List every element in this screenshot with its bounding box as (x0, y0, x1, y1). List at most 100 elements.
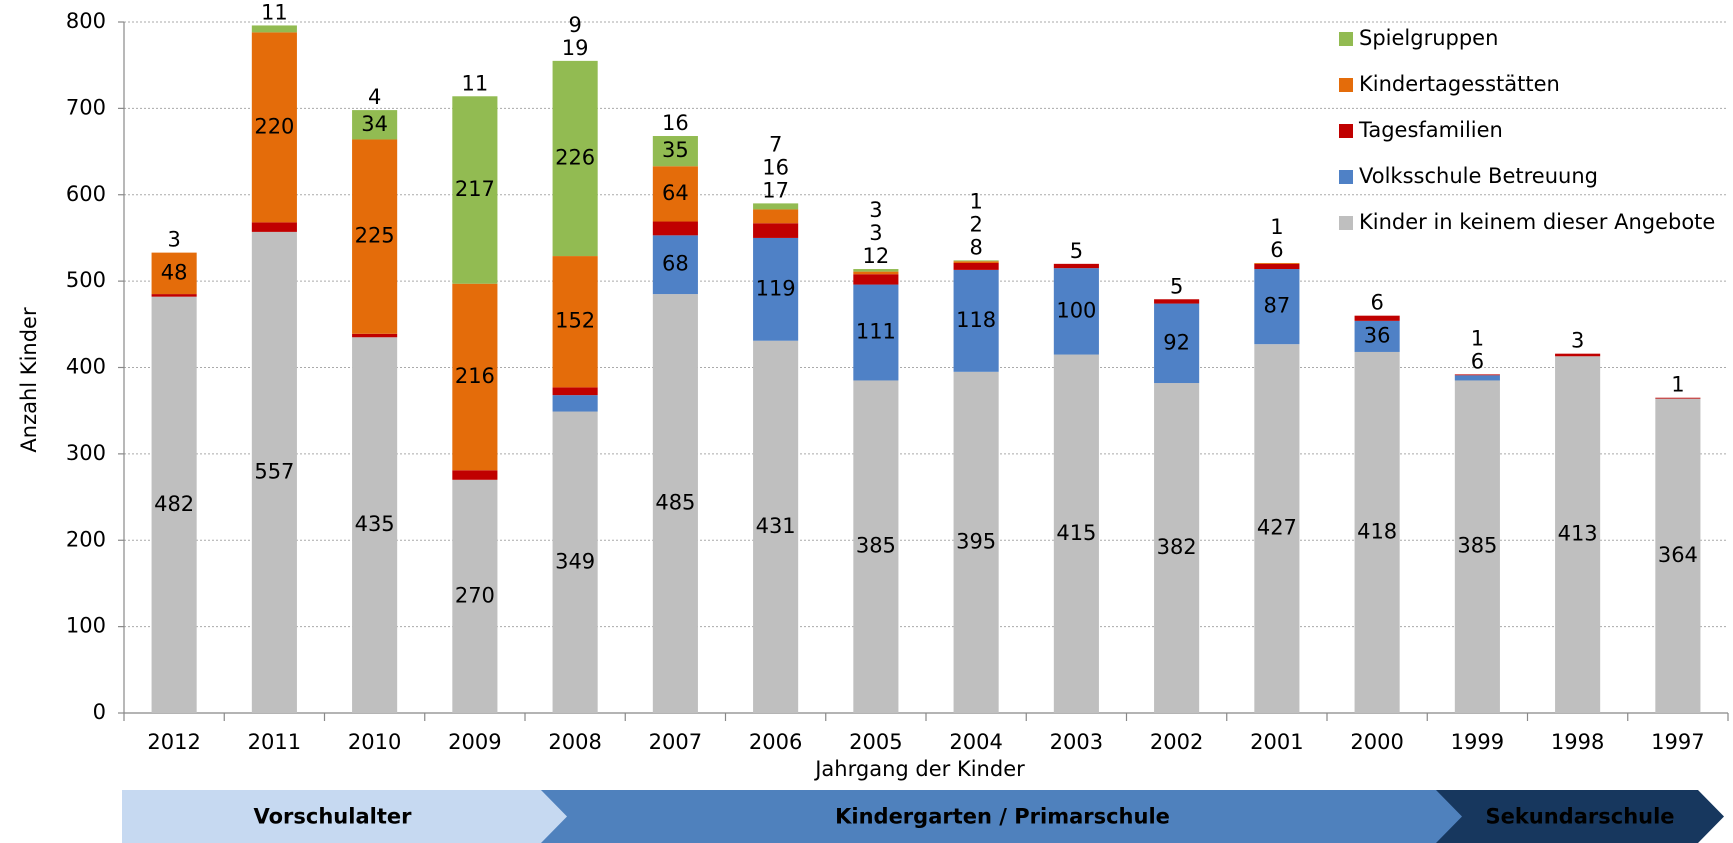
data-label: 12 (863, 244, 890, 268)
bar-segment (652, 235, 698, 295)
bar-segment (753, 223, 799, 238)
data-label: 11 (462, 71, 489, 95)
data-label: 382 (1157, 535, 1197, 559)
data-label: 415 (1056, 521, 1096, 545)
data-label: 217 (455, 177, 495, 201)
x-tick-label: 2000 (1350, 730, 1403, 754)
bar-segment (753, 209, 799, 224)
legend-swatch (1339, 170, 1353, 184)
bar-segment (251, 32, 297, 223)
stage-label: Kindergarten / Primarschule (835, 805, 1170, 829)
data-label: 482 (154, 492, 194, 516)
y-axis-title: Anzahl Kinder (17, 307, 41, 453)
y-tick-label: 800 (66, 9, 106, 33)
x-tick-label: 2008 (548, 730, 601, 754)
bar-segment (652, 221, 698, 236)
bar-segment (352, 337, 398, 713)
data-label: 16 (662, 111, 689, 135)
bar-segment (1354, 315, 1400, 321)
data-label: 385 (1457, 534, 1497, 558)
data-label: 100 (1056, 298, 1096, 322)
data-label: 418 (1357, 519, 1397, 543)
bar-segment (1254, 263, 1300, 270)
data-label: 92 (1163, 330, 1190, 354)
bar-segment (1053, 268, 1099, 355)
legend-swatch (1339, 78, 1353, 92)
bar-segment (1655, 398, 1701, 713)
data-label: 413 (1558, 522, 1598, 546)
x-tick-label: 2002 (1150, 730, 1203, 754)
bar-segment (552, 411, 598, 713)
bar-segment (251, 231, 297, 714)
bar-segment (1555, 356, 1601, 713)
data-label: 3 (1571, 329, 1584, 353)
x-tick-label: 2003 (1050, 730, 1103, 754)
data-label: 16 (762, 155, 789, 179)
bar-segment (552, 395, 598, 412)
x-tick-label: 2001 (1250, 730, 1303, 754)
y-tick-label: 100 (66, 614, 106, 638)
y-tick-label: 600 (66, 182, 106, 206)
bar-segment (652, 136, 698, 167)
bar-segment (452, 470, 498, 480)
bar-segment (151, 252, 197, 295)
data-label: 17 (762, 178, 789, 202)
data-label: 3 (869, 221, 882, 245)
data-label: 431 (756, 514, 796, 538)
data-label: 385 (856, 534, 896, 558)
bar-segment (1254, 344, 1300, 713)
bar-segment (251, 25, 297, 33)
y-tick-label: 700 (66, 95, 106, 119)
y-tick-label: 0 (93, 700, 106, 724)
bar-segment (652, 166, 698, 222)
x-tick-label: 2010 (348, 730, 401, 754)
data-label: 427 (1257, 516, 1297, 540)
x-tick-label: 1999 (1451, 730, 1504, 754)
bar-segment (1154, 383, 1200, 713)
legend-swatch (1339, 32, 1353, 46)
stage-arrow (1436, 790, 1724, 843)
data-label: 34 (361, 112, 388, 136)
bar-segment (753, 237, 799, 341)
bar-segment (552, 60, 598, 257)
bar-segment (853, 269, 899, 272)
data-label: 226 (555, 145, 595, 169)
x-tick-label: 1997 (1651, 730, 1704, 754)
data-label: 68 (662, 252, 689, 276)
x-tick-label: 2005 (849, 730, 902, 754)
x-axis-title: Jahrgang der Kinder (813, 757, 1025, 781)
data-label: 1 (1471, 326, 1484, 350)
bar-segment (452, 96, 498, 284)
data-label: 5 (1170, 274, 1183, 298)
data-label: 1 (1671, 373, 1684, 397)
bar-segment (1655, 397, 1701, 399)
bar-segment (1555, 353, 1601, 357)
bar-segment (1454, 375, 1500, 381)
bar-segment (452, 283, 498, 471)
bar-segment (853, 271, 899, 275)
x-tick-label: 2004 (949, 730, 1002, 754)
bar-segment (652, 294, 698, 713)
bar-segment (1354, 320, 1400, 352)
legend-label: Spielgruppen (1359, 26, 1498, 50)
bar-segment (953, 262, 999, 270)
data-label: 557 (254, 459, 294, 483)
data-label: 364 (1658, 543, 1698, 567)
bar-segment (352, 110, 398, 140)
data-label: 11 (261, 0, 288, 24)
bar-segment (552, 387, 598, 396)
x-tick-label: 2006 (749, 730, 802, 754)
bar-segment (853, 274, 899, 285)
data-label: 225 (355, 224, 395, 248)
data-label: 3 (869, 198, 882, 222)
data-label: 8 (969, 235, 982, 259)
y-tick-label: 400 (66, 355, 106, 379)
x-tick-label: 1998 (1551, 730, 1604, 754)
bar-segment (1053, 354, 1099, 713)
data-label: 64 (662, 181, 689, 205)
stage-label: Vorschulalter (254, 805, 413, 829)
data-label: 35 (662, 138, 689, 162)
data-label: 220 (254, 114, 294, 138)
y-tick-label: 200 (66, 527, 106, 551)
